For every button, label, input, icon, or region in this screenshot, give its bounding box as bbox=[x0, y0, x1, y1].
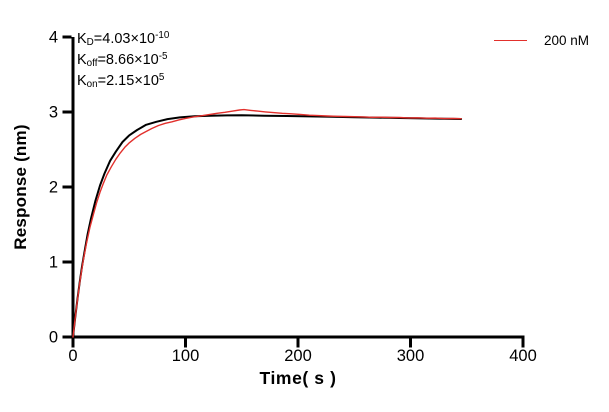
y-tick-label: 4 bbox=[49, 29, 58, 47]
x-tick-label: 100 bbox=[172, 347, 200, 365]
kinetics-constant: Koff=8.66×10-5 bbox=[77, 51, 168, 70]
x-axis-title: Time( s ) bbox=[259, 368, 337, 388]
x-tick-label: 300 bbox=[397, 347, 425, 365]
series-200-nm bbox=[72, 108, 462, 338]
y-axis-title: Response (nm) bbox=[11, 124, 30, 250]
y-tick-label: 0 bbox=[49, 329, 58, 347]
kinetics-constant: Kon=2.15×105 bbox=[77, 72, 165, 91]
kinetics-constant: KD=4.03×10-10 bbox=[77, 30, 170, 49]
y-tick-label: 2 bbox=[49, 179, 58, 197]
legend-line-icon bbox=[494, 40, 527, 41]
x-tick-label: 400 bbox=[509, 347, 537, 365]
y-tick-label: 3 bbox=[49, 104, 58, 122]
kinetics-annotation: KD=4.03×10-10 Koff=8.66×10-5 Kon=2.15×105 bbox=[77, 29, 169, 92]
y-tick-label: 1 bbox=[49, 254, 58, 272]
legend: 200 nM bbox=[494, 33, 589, 48]
series-fit-curve bbox=[72, 114, 463, 338]
x-tick-label: 200 bbox=[284, 347, 312, 365]
legend-label: 200 nM bbox=[544, 33, 590, 48]
x-tick-label: 0 bbox=[68, 347, 77, 365]
